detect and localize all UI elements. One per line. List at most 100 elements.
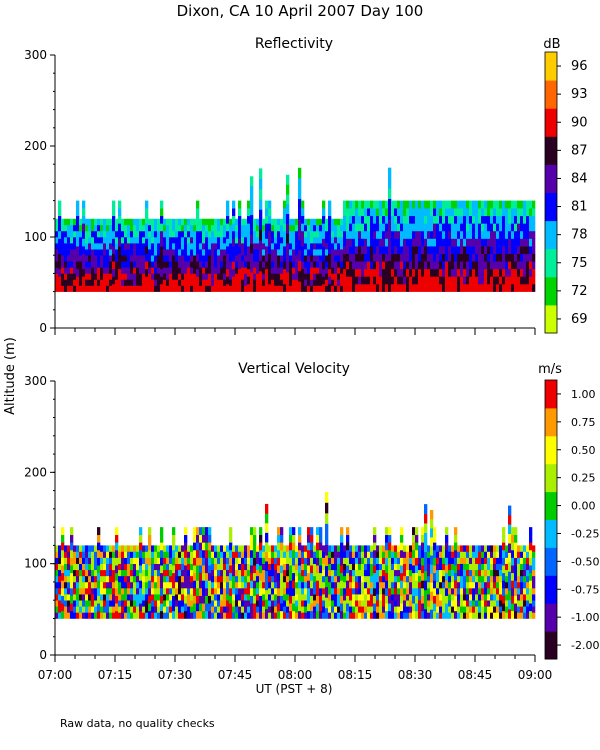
data-cell <box>469 200 473 209</box>
data-cell <box>520 223 524 232</box>
data-cell <box>442 230 446 239</box>
data-cell <box>400 595 404 604</box>
data-cell <box>421 208 425 217</box>
data-cell <box>73 606 77 613</box>
data-cell <box>487 557 491 564</box>
data-cell <box>427 588 431 595</box>
data-cell <box>385 542 389 551</box>
data-cell <box>277 237 281 244</box>
data-cell <box>121 563 125 571</box>
data-cell <box>67 606 71 613</box>
data-cell <box>277 580 281 589</box>
data-cell <box>313 267 317 274</box>
data-cell <box>493 557 497 564</box>
data-cell <box>100 594 104 601</box>
data-cell <box>241 261 245 268</box>
data-cell <box>394 238 398 247</box>
data-cell <box>439 208 443 217</box>
data-cell <box>220 594 224 601</box>
data-cell <box>232 238 236 247</box>
data-cell <box>379 551 383 558</box>
data-cell <box>292 255 296 262</box>
data-cell <box>331 588 335 595</box>
data-cell <box>109 551 113 558</box>
data-cell <box>355 551 359 558</box>
data-cell <box>385 284 389 292</box>
data-cell <box>307 588 311 596</box>
data-cell <box>70 595 74 604</box>
data-cell <box>391 606 395 613</box>
data-cell <box>223 600 227 607</box>
data-cell <box>322 253 326 262</box>
data-cell <box>196 534 200 543</box>
data-cell <box>55 285 59 292</box>
data-cell <box>235 551 239 558</box>
data-cell <box>316 279 320 286</box>
data-cell <box>85 279 89 286</box>
data-cell <box>319 285 323 292</box>
data-cell <box>232 284 236 292</box>
data-cell <box>454 261 458 270</box>
data-cell <box>160 527 164 536</box>
data-cell <box>160 276 164 285</box>
data-cell <box>490 606 494 613</box>
data-cell <box>451 200 455 209</box>
data-cell <box>73 575 77 583</box>
data-cell <box>160 261 164 270</box>
data-cell <box>160 215 164 224</box>
data-cell <box>424 268 428 277</box>
data-cell <box>523 253 527 262</box>
data-cell <box>304 249 308 256</box>
data-cell <box>118 606 122 613</box>
data-cell <box>181 581 185 589</box>
data-cell <box>262 267 266 274</box>
data-cell <box>361 557 365 564</box>
data-cell <box>508 543 512 553</box>
data-cell <box>151 249 155 256</box>
data-cell <box>145 284 149 292</box>
data-cell <box>148 588 152 596</box>
data-cell <box>475 215 479 224</box>
data-cell <box>415 572 419 581</box>
data-cell <box>157 551 161 558</box>
data-cell <box>430 276 434 285</box>
data-cell <box>256 606 260 613</box>
data-cell <box>487 612 491 619</box>
data-cell <box>310 267 314 274</box>
data-cell <box>532 581 536 589</box>
data-cell <box>460 238 464 247</box>
data-cell <box>379 223 383 232</box>
data-cell <box>370 223 374 232</box>
data-cell <box>394 563 398 571</box>
data-cell <box>85 594 89 601</box>
data-cell <box>163 249 167 256</box>
data-cell <box>472 581 476 589</box>
data-cell <box>388 557 392 566</box>
data-cell <box>406 238 410 247</box>
data-cell <box>349 551 353 558</box>
data-cell <box>337 249 341 256</box>
data-cell <box>142 545 146 552</box>
data-cell <box>442 545 446 552</box>
data-cell <box>382 268 386 277</box>
data-cell <box>109 218 113 226</box>
data-cell <box>220 261 224 268</box>
data-cell <box>472 606 476 613</box>
data-cell <box>217 563 221 571</box>
data-cell <box>304 569 308 577</box>
data-cell <box>496 606 500 613</box>
data-cell <box>202 557 206 566</box>
data-cell <box>97 243 101 250</box>
data-cell <box>151 237 155 244</box>
data-cell <box>103 267 107 274</box>
data-cell <box>271 581 275 589</box>
data-cell <box>253 285 257 292</box>
data-cell <box>136 285 140 292</box>
data-cell <box>211 557 215 564</box>
data-cell <box>466 557 470 564</box>
data-cell <box>55 273 59 280</box>
data-cell <box>100 606 104 613</box>
data-cell <box>397 575 401 583</box>
data-cell <box>226 557 230 564</box>
data-cell <box>247 569 251 577</box>
